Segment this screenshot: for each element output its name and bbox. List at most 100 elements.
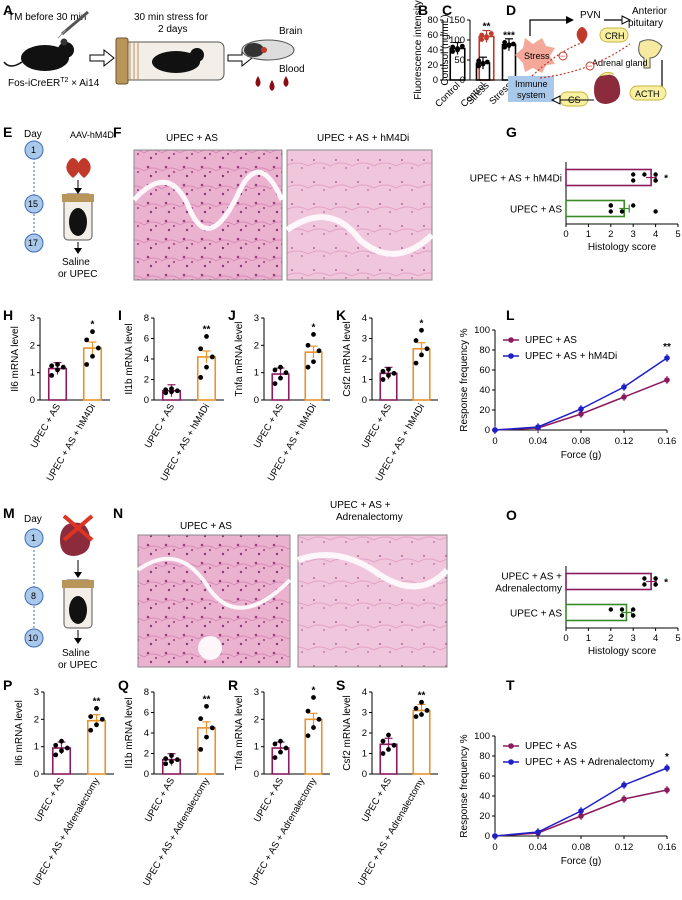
crh-label: CRH [605, 31, 625, 41]
y-axis-label: Tnfa mRNA level [234, 321, 245, 396]
data-point [169, 753, 174, 758]
y-tick-label: 2 [34, 714, 39, 725]
data-point [272, 381, 278, 386]
stress-label-2: 2 days [158, 24, 187, 35]
data-point [413, 706, 419, 711]
upec-label: or UPEC [58, 269, 97, 280]
x-tick-label: 0.16 [658, 436, 677, 447]
day-17: 17 [28, 238, 38, 248]
data-point [84, 362, 90, 367]
svg-text:−: − [587, 61, 592, 71]
syringe-icon [57, 10, 89, 39]
data-point [380, 377, 386, 382]
data-point [386, 732, 391, 738]
y-tick-label: 50 [454, 55, 465, 66]
anterior-label: Anterior [632, 6, 668, 17]
data-point [84, 337, 90, 343]
significance-mark: ** [93, 696, 101, 707]
data-point [642, 576, 647, 581]
data-point [419, 352, 424, 358]
bar [565, 168, 652, 187]
y-tick-label: 1 [34, 742, 39, 753]
category-label: UPEC + AS [252, 402, 286, 450]
data-point [55, 362, 60, 367]
data-point [90, 353, 95, 359]
y-tick-label: 0 [30, 395, 35, 406]
data-point [163, 761, 169, 767]
legend-marker [508, 337, 514, 343]
data-point [631, 178, 636, 183]
panel-m: M Day 1 8 10 Saline or UPEC [3, 505, 97, 671]
x-axis-label: Force (g) [561, 856, 602, 867]
y-tick-label: 1 [362, 375, 367, 386]
significance-mark: ** [203, 694, 211, 705]
data-point [174, 757, 180, 763]
y-tick-label: 40 [427, 45, 438, 56]
x-tick-label: 0.08 [572, 436, 591, 447]
data-point [272, 367, 278, 373]
panel-label: T [506, 677, 515, 693]
data-point [163, 387, 169, 393]
data-point [94, 722, 99, 728]
significance-mark: * [91, 320, 95, 331]
legend-label: UPEC + AS + hM4Di [525, 351, 617, 362]
category-label: UPEC + AS [33, 776, 67, 824]
stress-node: Stress [524, 51, 550, 61]
bar [565, 199, 626, 218]
category-label: UPEC + AS + [501, 572, 562, 583]
data-point [621, 384, 627, 390]
data-point [90, 329, 95, 335]
y-tick-label: 0 [460, 75, 465, 86]
significance-mark: * [664, 578, 668, 589]
saline-label: Saline [62, 257, 90, 268]
bar [412, 709, 431, 775]
y-tick-label: 2 [30, 340, 35, 351]
histology-image-right [286, 149, 433, 281]
category-label: UPEC + AS [29, 402, 63, 450]
data-point [380, 751, 386, 756]
data-point [459, 43, 465, 49]
data-point [476, 58, 482, 64]
y-axis-label: Fluorescence intensity [413, 0, 424, 100]
significance-mark: ** [203, 324, 211, 335]
x-tick-label: 1 [586, 633, 591, 644]
y-tick-label: 80 [479, 345, 490, 356]
category-label: UPEC + AS [252, 776, 286, 824]
panel-label: G [506, 124, 517, 140]
y-axis-label: Cortisol (ng/mL) [440, 14, 451, 85]
panel-label: B [418, 2, 428, 18]
y-axis-label: Response frequency % [459, 328, 470, 432]
data-point [169, 759, 174, 765]
data-point [510, 41, 516, 47]
svg-text:−: − [560, 51, 565, 61]
data-point [578, 406, 584, 412]
x-tick-label: 3 [631, 229, 636, 240]
data-point [621, 394, 627, 400]
y-tick-label: 150 [449, 15, 465, 26]
data-point [59, 748, 64, 754]
data-point [502, 40, 508, 45]
y-tick-label: 60 [427, 30, 438, 41]
data-point [619, 613, 625, 618]
data-point [88, 714, 94, 719]
data-point [272, 755, 278, 760]
significance-mark: *** [503, 30, 515, 41]
data-point [283, 745, 289, 751]
y-tick-label: 100 [474, 731, 490, 742]
data-point [653, 576, 658, 581]
data-point [163, 756, 169, 762]
category-label: UPEC + AS [360, 776, 394, 824]
y-tick-label: 0 [362, 395, 367, 406]
data-point [204, 703, 209, 709]
x-tick-label: 0.12 [615, 436, 634, 447]
panel-label: O [506, 507, 517, 523]
histology-right-title: UPEC + AS + hM4Di [317, 133, 409, 144]
y-axis-label: Csf2 mRNA level [342, 321, 353, 397]
data-point [631, 172, 636, 177]
data-point [479, 37, 485, 42]
category-label: UPEC + AS + Adrenalectomy [356, 776, 427, 888]
data-point [380, 738, 386, 744]
data-point [631, 607, 636, 612]
